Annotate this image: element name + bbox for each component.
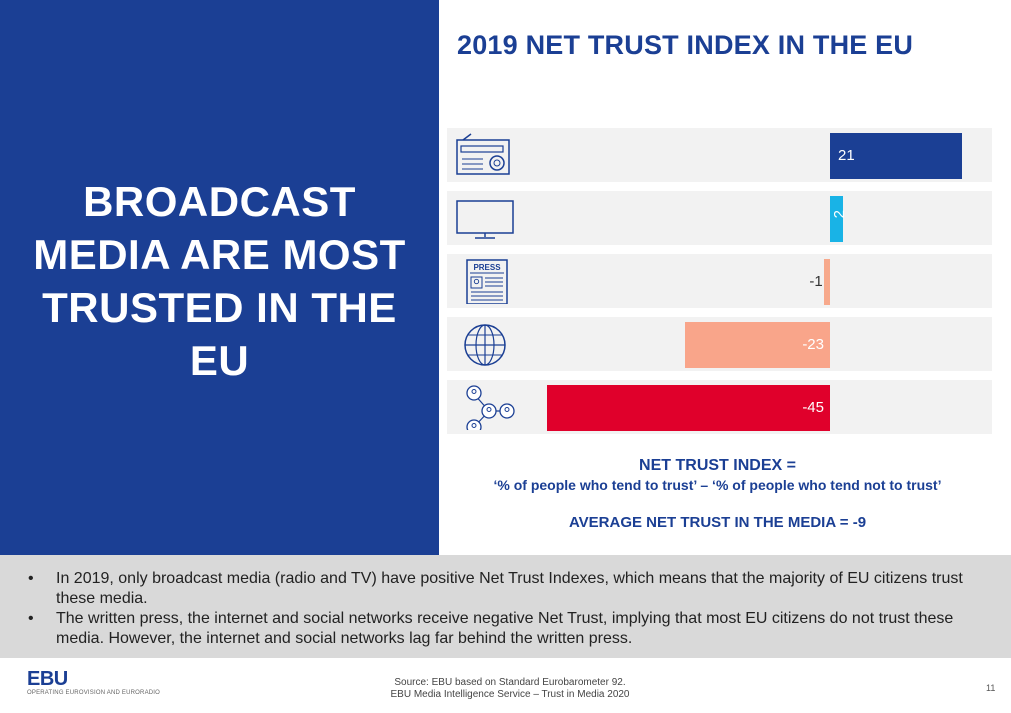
bar-internet bbox=[685, 322, 830, 368]
bullet-item: In 2019, only broadcast media (radio and… bbox=[28, 569, 998, 609]
bar-press bbox=[823, 259, 830, 305]
bar-social bbox=[547, 385, 830, 431]
chart-row-press: PRESS -1 bbox=[447, 254, 992, 308]
radio-icon bbox=[456, 133, 510, 175]
headline-line: EU bbox=[189, 337, 250, 384]
chart-row-internet: -23 bbox=[447, 317, 992, 371]
value-label-television: 2 bbox=[831, 210, 848, 219]
ebu-tagline: OPERATING EUROVISION AND EURORADIO bbox=[27, 690, 161, 696]
ebu-logo: EBU bbox=[27, 668, 68, 690]
value-label-radio: 21 bbox=[838, 147, 855, 164]
globe-icon bbox=[464, 324, 506, 366]
headline-line: MEDIA ARE MOST bbox=[33, 231, 406, 278]
source-line: Source: EBU based on Standard Eurobarome… bbox=[394, 677, 626, 688]
headline-panel: BROADCAST MEDIA ARE MOST TRUSTED IN THE … bbox=[0, 0, 439, 555]
chart-row-television: 2 bbox=[447, 191, 992, 245]
source-line: EBU Media Intelligence Service – Trust i… bbox=[390, 689, 630, 700]
formula-definition: ‘% of people who tend to trust’ – ‘% of … bbox=[493, 477, 942, 493]
headline: BROADCAST MEDIA ARE MOST TRUSTED IN THE … bbox=[0, 175, 439, 387]
value-label-internet: -23 bbox=[802, 336, 824, 353]
social-network-icon bbox=[466, 385, 515, 430]
value-label-press: -1 bbox=[809, 273, 823, 290]
average-net-trust: AVERAGE NET TRUST IN THE MEDIA = -9 bbox=[568, 514, 867, 531]
headline-line: TRUSTED IN THE bbox=[42, 284, 397, 331]
chart-row-radio: 21 bbox=[447, 128, 992, 182]
value-label-social: -45 bbox=[802, 399, 824, 416]
tv-icon bbox=[456, 200, 514, 239]
summary-band: In 2019, only broadcast media (radio and… bbox=[0, 555, 1011, 658]
bullet-item: The written press, the internet and soci… bbox=[28, 609, 998, 649]
chart-title: 2019 NET TRUST INDEX IN THE EU bbox=[457, 30, 914, 60]
chart-row-social: -45 bbox=[447, 380, 992, 434]
summary-bullets: In 2019, only broadcast media (radio and… bbox=[28, 569, 998, 649]
headline-line: BROADCAST bbox=[83, 178, 356, 225]
press-icon: PRESS bbox=[466, 259, 508, 304]
bar-television bbox=[830, 196, 843, 242]
bar-radio bbox=[830, 133, 963, 179]
svg-text:PRESS: PRESS bbox=[473, 263, 501, 272]
formula-title: NET TRUST INDEX = bbox=[639, 457, 796, 474]
page-number: 11 bbox=[986, 683, 996, 693]
